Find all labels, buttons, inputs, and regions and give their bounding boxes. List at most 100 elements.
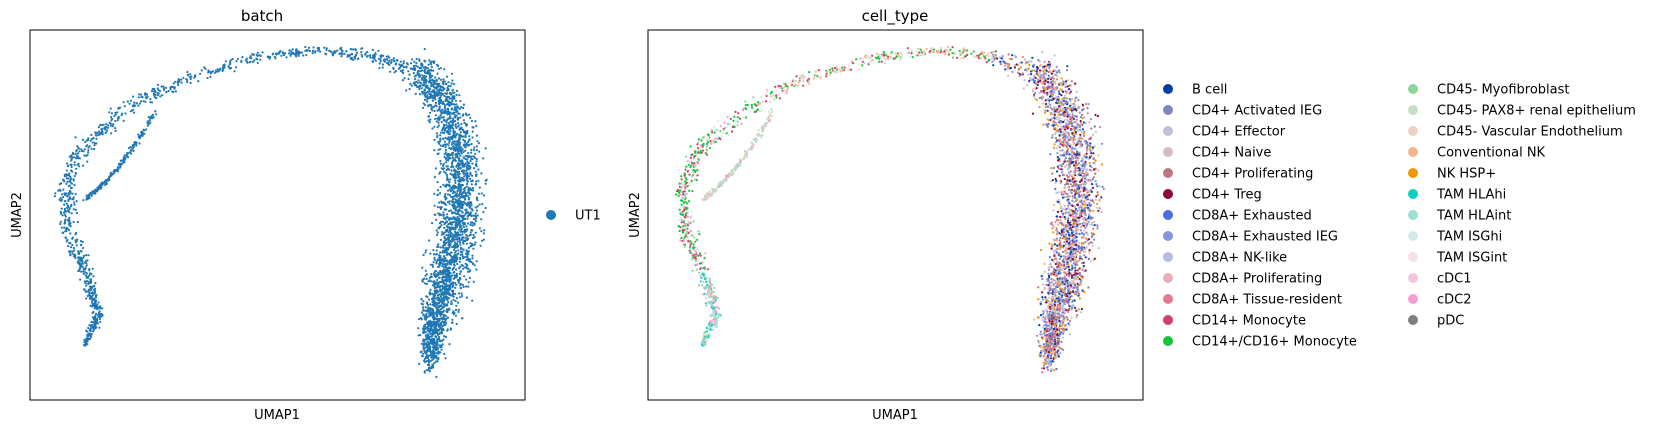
scatter-point [472, 234, 475, 237]
scatter-point [1093, 224, 1096, 227]
scatter-point [421, 90, 424, 93]
scatter-point [462, 225, 465, 228]
scatter-point [421, 306, 425, 309]
scatter-point [307, 46, 311, 49]
scatter-point [439, 99, 442, 102]
scatter-point [445, 121, 448, 124]
scatter-point [433, 93, 436, 97]
scatter-point [465, 233, 468, 237]
scatter-point [439, 192, 442, 195]
scatter-point [428, 239, 431, 242]
scatter-point [99, 305, 102, 308]
scatter-point [441, 131, 445, 134]
scatter-point [448, 104, 451, 107]
scatter-point [456, 171, 459, 174]
scatter-point [94, 323, 97, 326]
scatter-point [1047, 272, 1050, 275]
scatter-point [452, 289, 455, 292]
scatter-point [366, 50, 369, 54]
scatter-point [67, 209, 70, 212]
scatter-point [697, 254, 700, 257]
scatter-point [461, 250, 464, 253]
scatter-point [71, 237, 74, 240]
scatter-point [1019, 66, 1023, 69]
scatter-point [77, 259, 80, 262]
scatter-point [470, 183, 473, 186]
scatter-point [84, 344, 87, 347]
scatter-point [424, 269, 427, 272]
scatter-point [769, 101, 772, 104]
scatter-point [203, 66, 206, 69]
scatter-point [144, 96, 147, 99]
scatter-point [432, 81, 435, 84]
scatter-point [1063, 186, 1066, 189]
scatter-point [472, 280, 475, 283]
scatter-point [231, 58, 234, 61]
scatter-point [458, 197, 461, 200]
scatter-point [462, 119, 465, 122]
scatter-point [463, 165, 466, 168]
scatter-point [1071, 197, 1074, 200]
scatter-point [122, 160, 125, 163]
scatter-point [177, 83, 180, 87]
scatter-point [372, 55, 375, 58]
scatter-point [425, 277, 428, 281]
scatter-point [469, 245, 472, 248]
scatter-point [445, 276, 448, 279]
scatter-point [447, 301, 450, 304]
scatter-point [441, 86, 444, 89]
scatter-point [66, 194, 69, 197]
scatter-point [381, 66, 384, 69]
scatter-point [305, 54, 308, 57]
scatter-point [448, 252, 451, 255]
scatter-point [458, 172, 461, 175]
scatter-point [424, 306, 427, 309]
scatter-point [1065, 316, 1068, 319]
scatter-point [98, 317, 102, 321]
scatter-point [454, 159, 457, 163]
scatter-point [89, 279, 93, 283]
scatter-point [143, 93, 146, 96]
scatter-point [460, 286, 463, 289]
scatter-point [285, 56, 288, 59]
scatter-point [464, 262, 467, 265]
scatter-point [435, 314, 439, 317]
scatter-point [93, 299, 97, 302]
scatter-point [300, 51, 304, 54]
scatter-point [433, 344, 436, 348]
scatter-point [1031, 112, 1035, 115]
scatter-point [469, 214, 473, 217]
scatter-point [383, 58, 386, 61]
scatter-point [423, 70, 426, 74]
scatter-point [462, 239, 465, 242]
scatter-point [92, 321, 95, 324]
scatter-point [467, 196, 470, 200]
scatter-point [446, 303, 449, 306]
scatter-point [802, 84, 805, 87]
scatter-point [459, 215, 463, 218]
scatter-point [158, 89, 162, 93]
scatter-point [482, 194, 486, 197]
scatter-point [229, 59, 232, 62]
scatter-point [147, 116, 150, 119]
scatter-point [401, 69, 404, 72]
scatter-point [453, 173, 456, 176]
scatter-point [68, 197, 72, 200]
scatter-point [467, 267, 470, 270]
scatter-point [441, 265, 444, 268]
scatter-point [259, 58, 262, 61]
scatter-point [444, 323, 447, 326]
scatter-point [1064, 217, 1067, 220]
scatter-point [87, 326, 90, 330]
scatter-point [450, 108, 453, 111]
scatter-point [443, 321, 446, 324]
scatter-point [458, 239, 461, 242]
scatter-point [459, 265, 462, 268]
scatter-point [433, 192, 436, 195]
scatter-point [679, 206, 682, 209]
scatter-point [447, 157, 450, 160]
scatter-point [53, 195, 57, 198]
scatter-point [831, 67, 834, 70]
scatter-point [692, 220, 695, 223]
scatter-point [470, 158, 473, 161]
